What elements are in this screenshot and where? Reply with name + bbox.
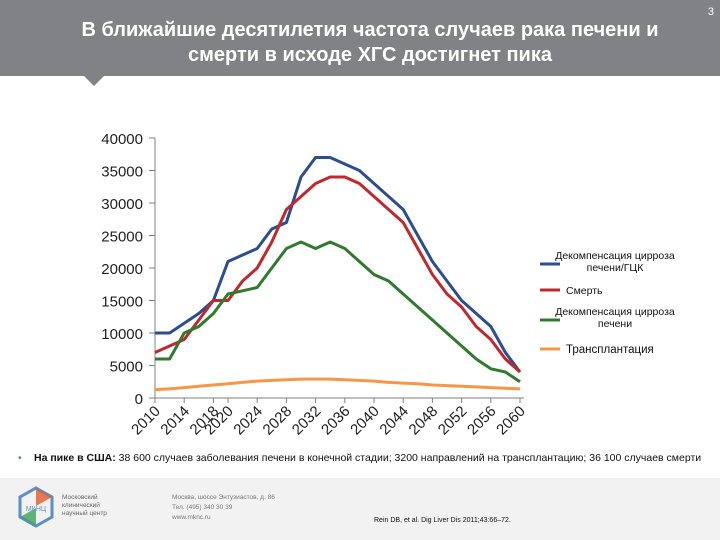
bullet-text: На пике в США: 38 600 случаев заболевани… xyxy=(18,452,708,465)
legend-label: печени/ГЦК xyxy=(587,262,645,274)
contact-phone: Тел. (495) 340 30 39 xyxy=(172,504,233,511)
svg-text:МКНЦ: МКНЦ xyxy=(26,506,47,513)
x-tick-label: 2036 xyxy=(318,403,354,439)
contact-info: Москва, шоссе Энтузиастов, д. 86 Тел. (4… xyxy=(172,493,275,523)
x-tick-label: 2032 xyxy=(289,403,325,439)
slide-title: В ближайшие десятилетия частота случаев … xyxy=(81,19,659,66)
series-line-2 xyxy=(154,175,521,374)
legend-label: Трансплантация xyxy=(566,344,654,356)
x-tick-label: 2010 xyxy=(128,403,164,439)
header-pointer xyxy=(84,76,104,86)
logo-text-line: Московский xyxy=(62,494,98,501)
y-tick-label: 15000 xyxy=(101,294,143,311)
series-line-1 xyxy=(155,156,522,373)
legend-label: Декомпенсация цирроза xyxy=(555,306,675,318)
y-tick-label: 5000 xyxy=(110,359,143,376)
x-tick-label: 2024 xyxy=(230,403,266,439)
line-chart: 0 5000 10000 15000 20000 25000 30000 35000 40000… xyxy=(101,131,675,439)
contact-address: Москва, шоссе Энтузиастов, д. 86 xyxy=(172,494,275,501)
y-tick-label: 30000 xyxy=(101,196,143,213)
x-tick-label: 2052 xyxy=(435,403,471,439)
bullet-body-text: 38 600 случаев заболевания печени в коне… xyxy=(115,452,702,464)
bullet-marker: • xyxy=(18,452,22,464)
y-tick-label: 40000 xyxy=(101,131,143,148)
y-tick-label: 25000 xyxy=(101,229,143,246)
x-tick-label: 2040 xyxy=(347,403,383,439)
bullet-point: • На пике в США: 38 600 случаев заболева… xyxy=(18,452,708,465)
bullet-bold-text: На пике в США: xyxy=(34,452,116,464)
contact-website[interactable]: www.mknc.ru xyxy=(172,514,211,521)
mknc-logo: МКНЦ xyxy=(18,486,54,528)
footer xyxy=(0,478,720,540)
x-tick-label: 2048 xyxy=(406,403,442,439)
logo-text-line: клинический xyxy=(62,502,100,509)
x-tick-label: 2044 xyxy=(376,403,412,439)
slide-header xyxy=(0,0,720,76)
y-tick-label: 20000 xyxy=(101,261,143,278)
y-tick-label: 10000 xyxy=(101,326,143,343)
logo-text: Московский клинический научный центр xyxy=(62,494,142,518)
reference-citation: Rein DB, et al. Dig Liver Dis 2011;43:66… xyxy=(374,517,511,524)
page-number: 3 xyxy=(707,6,714,18)
x-tick-label: 2014 xyxy=(157,403,193,439)
x-tick-label: 2056 xyxy=(464,403,500,439)
x-tick-label: 2060 xyxy=(493,403,529,439)
logo-text-line: научный центр xyxy=(62,510,107,517)
series-line-4 xyxy=(154,377,521,392)
y-tick-label: 0 xyxy=(135,391,143,408)
legend-label: Смерть xyxy=(566,285,603,297)
legend-label: Декомпенсация цирроза xyxy=(555,250,675,262)
legend-label: печени xyxy=(598,318,632,330)
series-line-3 xyxy=(155,240,521,384)
y-tick-label: 35000 xyxy=(101,164,143,181)
x-tick-label: 2028 xyxy=(260,403,296,439)
